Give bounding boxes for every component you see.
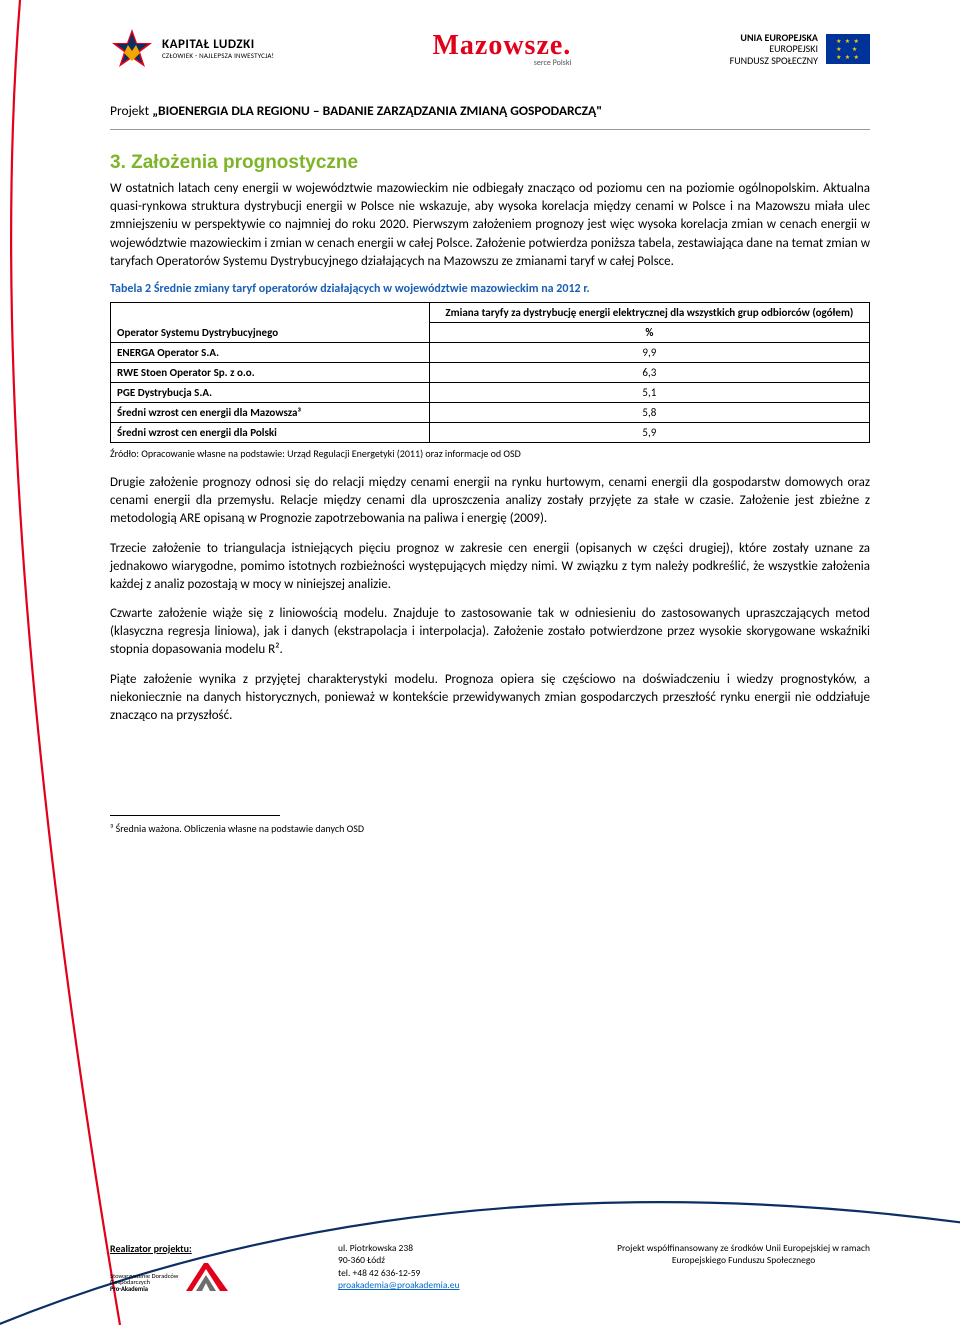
logo-kapital-ludzki: KAPITAŁ LUDZKI CZŁOWIEK - NAJLEPSZA INWE…	[110, 27, 274, 71]
paragraph-1: W ostatnich latach ceny energii w wojewó…	[110, 180, 870, 271]
project-title-bar: Projekt „BIOENERGIA DLA REGIONU – BADANI…	[110, 96, 870, 130]
pro-akademia-logo-icon	[184, 1259, 230, 1293]
table-2-caption: Tabela 2 Średnie zmiany taryf operatorów…	[110, 282, 870, 296]
footer-left: Realizator projektu: Stowarzyszenie Dora…	[110, 1242, 230, 1293]
header-logos: KAPITAŁ LUDZKI CZŁOWIEK - NAJLEPSZA INWE…	[110, 20, 870, 78]
table-col2-header-top: Zmiana taryfy za dystrybucję energii ele…	[429, 302, 869, 322]
paragraph-4: Czwarte założenie wiąże się z liniowości…	[110, 605, 870, 660]
table-row: Średni wzrost cen energii dla Mazowsza³ …	[111, 402, 870, 422]
table-row: Średni wzrost cen energii dla Polski 5,9	[111, 422, 870, 442]
footer-right: Projekt współfinansowany ze środków Unii…	[617, 1242, 870, 1267]
paragraph-5: Piąte założenie wynika z przyjętej chara…	[110, 671, 870, 726]
table-col2-unit: %	[429, 322, 869, 342]
logo-kl-text: KAPITAŁ LUDZKI CZŁOWIEK - NAJLEPSZA INWE…	[162, 38, 274, 60]
paragraph-2: Drugie założenie prognozy odnosi się do …	[110, 474, 870, 529]
table-col1-header: Operator Systemu Dystrybucyjnego	[111, 302, 430, 342]
footer-center: ul. Piotrkowska 238 90-360 Łódź tel. +48…	[338, 1242, 460, 1291]
footer-email-link[interactable]: proakademia@proakademia.eu	[338, 1279, 460, 1291]
footnote-separator	[110, 815, 280, 816]
section-heading: 3. Założenia prognostyczne	[110, 152, 870, 174]
logo-eu: UNIA EUROPEJSKA EUROPEJSKI FUNDUSZ SPOŁE…	[730, 32, 870, 67]
eu-flag-icon: ★ ★ ★★ ★★ ★ ★	[826, 34, 870, 64]
table-source: Źródło: Opracowanie własne na podstawie:…	[110, 447, 870, 460]
footer-org-text: Stowarzyszenie Doradców Gospodarczych Pr…	[110, 1273, 178, 1293]
table-2: Operator Systemu Dystrybucyjnego Zmiana …	[110, 302, 870, 443]
page-footer: Realizator projektu: Stowarzyszenie Dora…	[110, 1242, 870, 1293]
star-icon	[110, 27, 154, 71]
footnote-3: ³ Średnia ważona. Obliczenia własne na p…	[110, 822, 870, 835]
logo-eu-text: UNIA EUROPEJSKA EUROPEJSKI FUNDUSZ SPOŁE…	[730, 32, 818, 67]
table-row: PGE Dystrybucja S.A. 5,1	[111, 382, 870, 402]
paragraph-3: Trzecie założenie to triangulacja istnie…	[110, 540, 870, 595]
logo-mazowsze: Mazowsze. serce Polski	[432, 30, 571, 68]
table-row: RWE Stoen Operator Sp. z o.o. 6,3	[111, 362, 870, 382]
table-row: ENERGA Operator S.A. 9,9	[111, 342, 870, 362]
